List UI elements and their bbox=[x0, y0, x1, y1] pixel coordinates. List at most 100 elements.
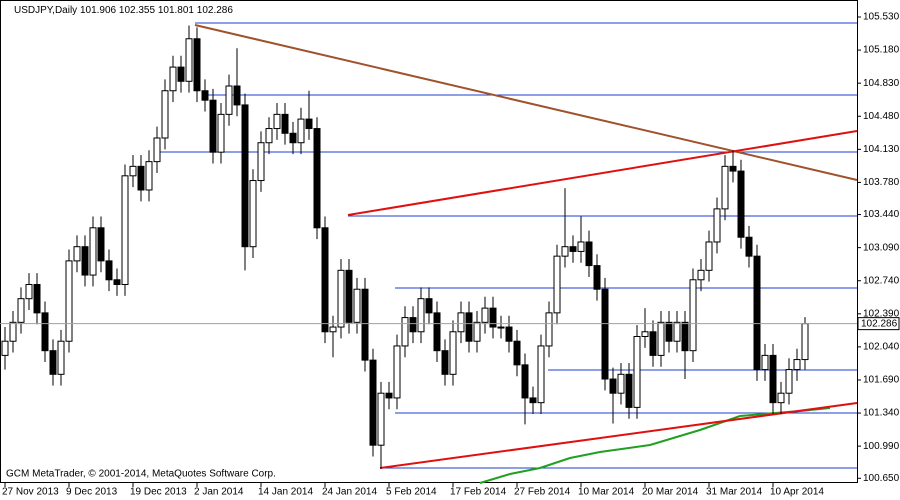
last-high: 102.355 bbox=[119, 5, 156, 16]
candle-body bbox=[361, 288, 369, 361]
candle-body bbox=[177, 66, 185, 82]
candle-body bbox=[713, 208, 721, 243]
candle-body bbox=[745, 236, 753, 257]
candle-body bbox=[609, 378, 617, 394]
candle-body bbox=[689, 279, 697, 352]
candle-body bbox=[529, 397, 537, 404]
candle-body bbox=[9, 321, 17, 342]
price-label: 102.286 bbox=[861, 318, 898, 329]
candle-body bbox=[353, 288, 361, 323]
x-tick-label: 27 Feb 2014 bbox=[514, 487, 571, 498]
x-tick-label: 24 Jan 2014 bbox=[322, 487, 377, 498]
candle-body bbox=[185, 38, 193, 82]
candle-body bbox=[49, 350, 57, 375]
candle-body bbox=[65, 260, 73, 342]
x-tick-label: 10 Apr 2014 bbox=[770, 487, 824, 498]
candle-body bbox=[577, 241, 585, 252]
x-tick-label: 10 Mar 2014 bbox=[578, 487, 635, 498]
last-close: 102.286 bbox=[197, 5, 234, 16]
moving-average bbox=[479, 407, 831, 484]
candle-body bbox=[705, 241, 713, 271]
candle-body bbox=[281, 113, 289, 134]
y-tick-label: 103.090 bbox=[863, 242, 900, 253]
candle-body bbox=[625, 373, 633, 408]
trendline bbox=[379, 402, 858, 469]
candle-body bbox=[169, 66, 177, 92]
candle-body bbox=[41, 312, 49, 352]
y-tick-label: 101.690 bbox=[863, 375, 900, 386]
candle-body bbox=[1, 340, 9, 356]
candle-body bbox=[785, 369, 793, 394]
candle-body bbox=[273, 113, 281, 130]
candle-body bbox=[449, 331, 457, 375]
candle-body bbox=[721, 165, 729, 210]
candle-body bbox=[737, 170, 745, 238]
plot-frame bbox=[0, 0, 858, 483]
candle-body bbox=[385, 392, 393, 399]
y-tick-label: 102.040 bbox=[863, 342, 900, 353]
candle-body bbox=[585, 241, 593, 267]
y-tick-label: 101.340 bbox=[863, 408, 900, 419]
candle-body bbox=[505, 326, 513, 342]
candle-body bbox=[257, 142, 265, 182]
candle-body bbox=[633, 335, 641, 408]
candle-body bbox=[153, 137, 161, 163]
candle-body bbox=[697, 269, 705, 281]
y-tick-label: 105.180 bbox=[863, 45, 900, 56]
candle-body bbox=[321, 227, 329, 333]
last-low: 101.801 bbox=[158, 5, 195, 16]
last-open: 101.906 bbox=[80, 5, 117, 16]
candle-body bbox=[401, 317, 409, 347]
candle-body bbox=[225, 85, 233, 115]
candle-body bbox=[17, 298, 25, 323]
x-tick-label: 31 Mar 2014 bbox=[706, 487, 763, 498]
candle-body bbox=[377, 392, 385, 446]
candle-body bbox=[129, 165, 137, 177]
candle-body bbox=[249, 180, 257, 248]
candle-body bbox=[617, 373, 625, 394]
candle-body bbox=[593, 265, 601, 290]
copyright: GCM MetaTrader, © 2001-2014, MetaQuotes … bbox=[6, 469, 276, 480]
candle-body bbox=[681, 321, 689, 352]
candle-body bbox=[641, 331, 649, 337]
candle-body bbox=[73, 246, 81, 262]
candle-body bbox=[369, 359, 377, 446]
candle-body bbox=[601, 288, 609, 380]
candle-body bbox=[97, 227, 105, 262]
candle-body bbox=[105, 260, 113, 281]
y-tick-label: 100.990 bbox=[863, 441, 900, 452]
candle-body bbox=[761, 354, 769, 371]
candle-body bbox=[121, 175, 129, 286]
candle-body bbox=[25, 284, 33, 300]
candle-body bbox=[433, 312, 441, 352]
candle-body bbox=[729, 165, 737, 172]
candle-body bbox=[193, 38, 201, 92]
x-tick-label: 9 Dec 2013 bbox=[66, 487, 118, 498]
candle-body bbox=[513, 340, 521, 366]
x-tick-label: 19 Dec 2013 bbox=[130, 487, 187, 498]
drawn-levels bbox=[155, 22, 858, 484]
candle-body bbox=[657, 321, 665, 356]
candle-body bbox=[473, 321, 481, 342]
price-box bbox=[857, 317, 900, 331]
candle-body bbox=[89, 227, 97, 276]
candle-body bbox=[201, 90, 209, 101]
candle-body bbox=[465, 312, 473, 342]
trendline bbox=[194, 24, 858, 181]
candle-body bbox=[145, 161, 153, 191]
y-tick-label: 102.740 bbox=[863, 275, 900, 286]
candle-body bbox=[137, 165, 145, 191]
x-tick-label: 2 Jan 2014 bbox=[194, 487, 244, 498]
candle-body bbox=[161, 90, 169, 139]
candle-body bbox=[33, 284, 41, 314]
candle-body bbox=[81, 246, 89, 276]
candle-body bbox=[441, 350, 449, 375]
candle-body bbox=[329, 326, 337, 333]
x-tick-label: 14 Jan 2014 bbox=[258, 487, 313, 498]
candle-body bbox=[209, 99, 217, 153]
candle-body bbox=[665, 321, 673, 342]
candle-body bbox=[113, 279, 121, 286]
y-tick-label: 103.780 bbox=[863, 177, 900, 188]
candle-body bbox=[393, 345, 401, 399]
